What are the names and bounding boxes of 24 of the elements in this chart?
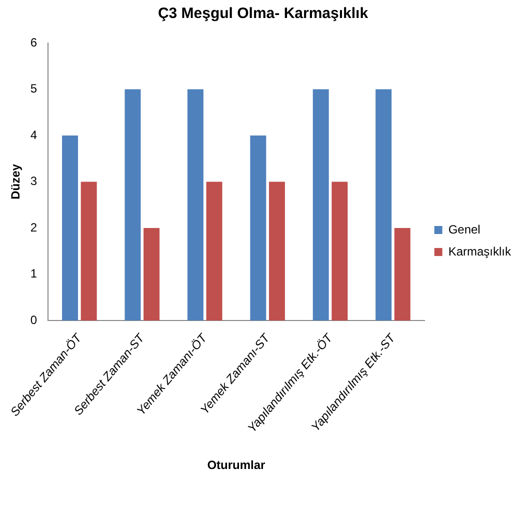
bar [312, 89, 329, 320]
bar [394, 228, 410, 320]
legend-label: Karmaşıklık [448, 244, 512, 258]
x-axis-title: Oturumlar [207, 458, 266, 472]
bar [80, 182, 97, 320]
y-tick-label: 0 [30, 312, 38, 327]
bar [332, 182, 348, 320]
bar [187, 89, 204, 320]
chart-title: Ç3 Meşgul Olma- Karmaşıklık [158, 5, 369, 22]
bar [206, 182, 222, 320]
y-tick-label: 1 [30, 266, 38, 281]
y-tick-label: 5 [30, 82, 38, 96]
bar [144, 228, 160, 320]
y-axis-title: Düzey [8, 164, 23, 200]
legend-label: Genel [448, 222, 480, 236]
bar [62, 136, 78, 320]
y-tick-label: 2 [30, 220, 38, 234]
bar [268, 182, 285, 320]
y-tick-label: 4 [30, 128, 38, 142]
bar [250, 136, 266, 320]
y-tick-label: 3 [30, 174, 38, 188]
bar [124, 89, 141, 320]
bar [376, 89, 392, 320]
y-tick-label: 6 [30, 35, 38, 50]
